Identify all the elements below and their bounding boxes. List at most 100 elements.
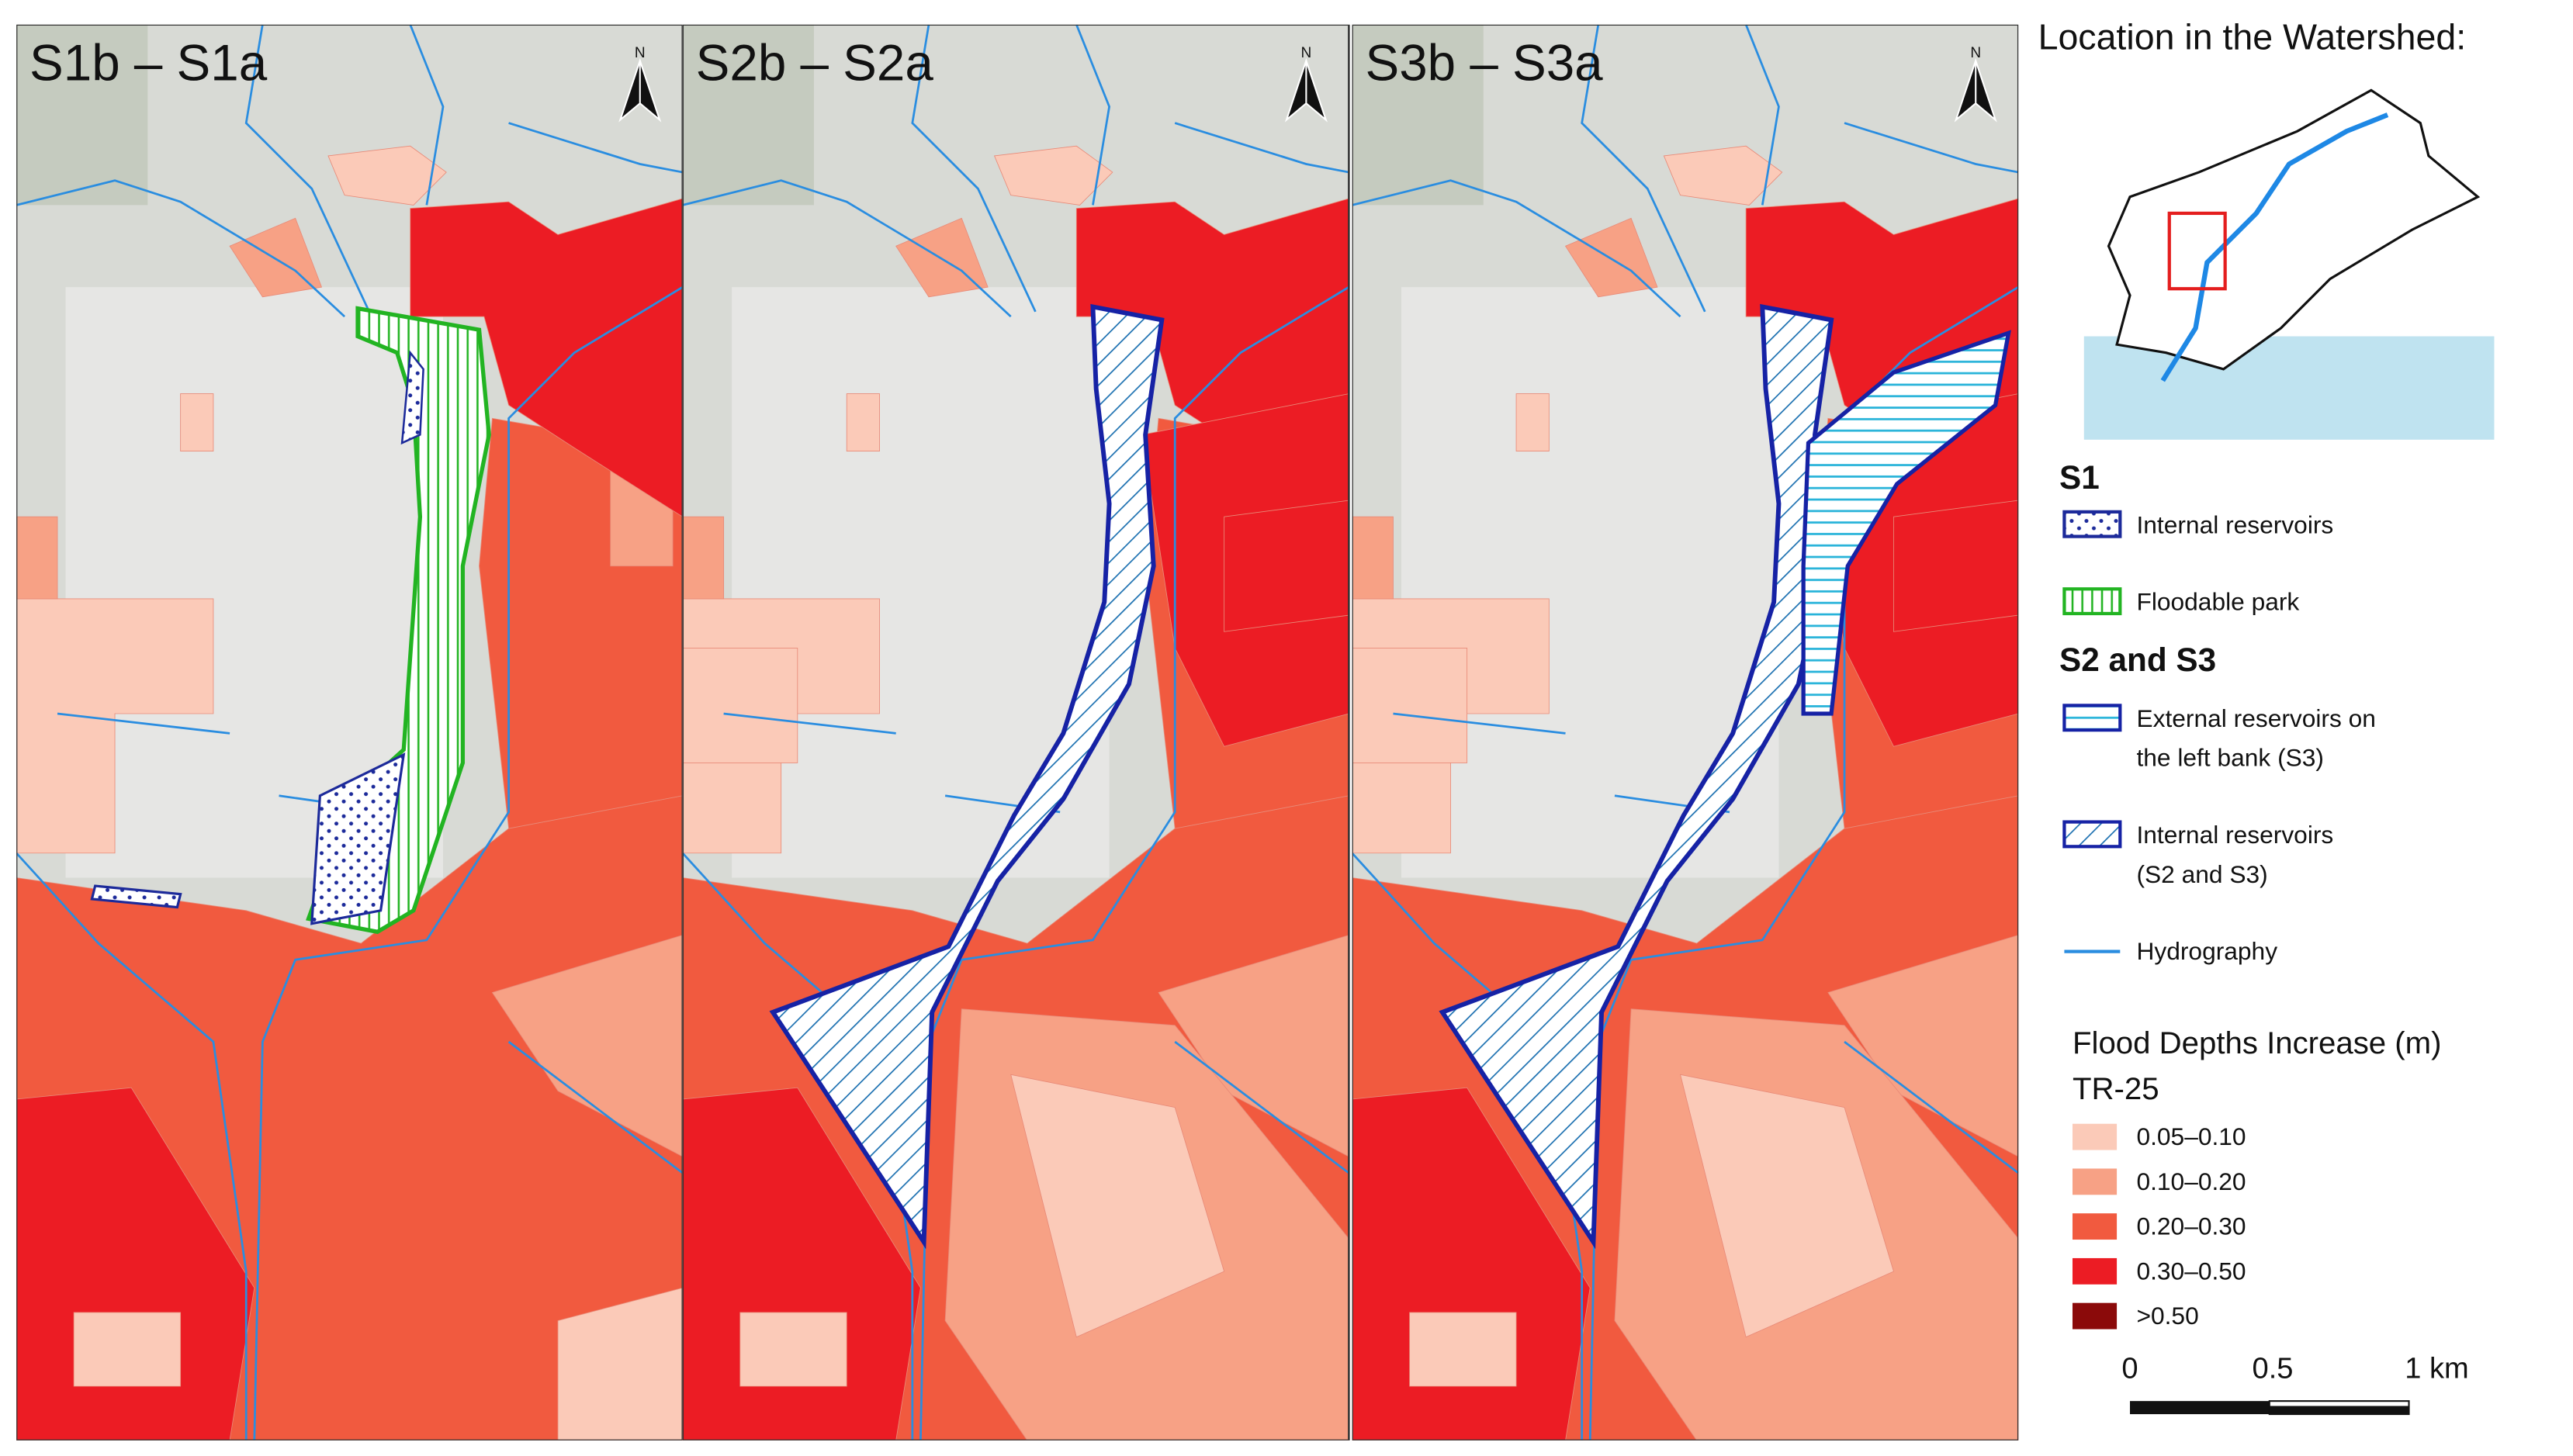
river: [1588, 285, 2019, 1440]
flood-area: [1224, 500, 1349, 632]
scale-label: 0: [2121, 1353, 2138, 1385]
flood-area: [180, 393, 214, 452]
river: [682, 179, 1012, 318]
flood-area: [16, 516, 58, 600]
flood-area: [73, 1312, 182, 1387]
legend-subtitle: TR-25: [2073, 1071, 2159, 1106]
internal-reservoir: [769, 303, 1165, 1250]
river: [1844, 1040, 2019, 1174]
river: [1174, 122, 1349, 174]
legend-swatch: [2062, 587, 2122, 616]
legend-label: 0.10–0.20: [2136, 1167, 2246, 1195]
flood-area: [1679, 1074, 1894, 1338]
legend-heading: S2 and S3: [2059, 642, 2216, 678]
flood-area: [1409, 1312, 1517, 1387]
vegetation: [16, 24, 148, 206]
flood-area: [1352, 647, 1468, 763]
map-panel: S1b – S1a N: [16, 24, 683, 1440]
flood-area: [895, 217, 989, 298]
inset-river: [2160, 112, 2389, 382]
flood-area: [1010, 1074, 1225, 1338]
river: [508, 122, 683, 174]
inset-extent: [2167, 211, 2227, 291]
flood-area: [557, 1287, 683, 1440]
flood-area: [1352, 516, 1394, 600]
scale-bar: [2269, 1406, 2409, 1415]
legend-label: the left bank (S3): [2136, 744, 2324, 772]
north-label: N: [1301, 45, 1312, 61]
flood-area: [682, 647, 798, 763]
north-label: N: [635, 45, 646, 61]
legend-label: 0.30–0.50: [2136, 1257, 2246, 1285]
river: [409, 24, 445, 206]
north-label: N: [1970, 45, 1981, 61]
panel-title: S1b – S1a: [29, 35, 268, 92]
river: [507, 1040, 683, 1174]
legend-label: Hydrography: [2136, 937, 2277, 965]
flood-area: [1827, 935, 2019, 1157]
flood-area: [1515, 393, 1550, 452]
legend-label: Internal reservoirs: [2136, 821, 2333, 849]
panel-title: S3b – S3a: [1366, 35, 1604, 92]
flood-area: [682, 516, 725, 600]
river: [1174, 1040, 1350, 1174]
river: [57, 712, 230, 735]
legend-label: (S2 and S3): [2136, 860, 2267, 888]
legend-label: 0.05–0.10: [2136, 1122, 2246, 1150]
map-panel: S3b – S3a N: [1352, 24, 2019, 1440]
legend-swatch: [2062, 704, 2122, 732]
legend-swatch: [2072, 1213, 2118, 1240]
legend-label: >0.50: [2136, 1302, 2198, 1330]
river: [919, 285, 1350, 1440]
flood-area: [16, 598, 214, 854]
internal-reservoir: [90, 884, 182, 909]
flood-area: [846, 393, 880, 452]
legend-swatch: [2062, 510, 2122, 538]
river: [1844, 122, 2019, 174]
river: [1393, 712, 1566, 735]
inset-sea: [2083, 336, 2495, 440]
legend-label: Floodable park: [2136, 588, 2299, 616]
vegetation: [1352, 24, 1484, 206]
flood-area: [491, 935, 683, 1157]
river: [244, 24, 371, 313]
flood-area: [1564, 217, 1658, 298]
legend-heading: S1: [2059, 459, 2100, 496]
flood-area: [739, 1312, 847, 1387]
river: [1744, 24, 1780, 206]
river: [1581, 24, 1706, 313]
river: [253, 285, 683, 1440]
internal-reservoir: [400, 350, 424, 445]
flood-area: [410, 198, 683, 517]
map-panel: S2b – S2a N: [682, 24, 1350, 1440]
scale-label: 1 km: [2405, 1353, 2468, 1385]
legend-label: Internal reservoirs: [2136, 510, 2333, 538]
flood-area: [229, 217, 323, 298]
legend-swatch: [2072, 1302, 2118, 1330]
internal-reservoir: [310, 752, 406, 925]
legend-swatch: [2072, 1168, 2118, 1195]
scale-label: 0.5: [2253, 1353, 2294, 1385]
river: [911, 24, 1037, 313]
legend-title: Flood Depths Increase (m): [2073, 1025, 2442, 1060]
watershed: [2107, 88, 2481, 371]
river: [16, 179, 346, 318]
legend-label: 0.20–0.30: [2136, 1212, 2246, 1240]
legend-swatch: [2072, 1123, 2118, 1150]
floodable-park: [306, 306, 491, 935]
legend-label: External reservoirs on: [2136, 704, 2375, 732]
river: [1352, 179, 1681, 318]
external-reservoir: [1801, 330, 2011, 716]
scale-bar: [2130, 1401, 2270, 1415]
legend-swatch: [2072, 1257, 2118, 1285]
flood-area: [1893, 500, 2019, 632]
river: [1075, 24, 1111, 206]
vegetation: [682, 24, 814, 206]
inset-title: Location in the Watershed:: [2038, 16, 2467, 57]
panel-title: S2b – S2a: [696, 35, 934, 92]
legend-swatch: [2062, 820, 2122, 849]
river: [16, 852, 248, 1440]
